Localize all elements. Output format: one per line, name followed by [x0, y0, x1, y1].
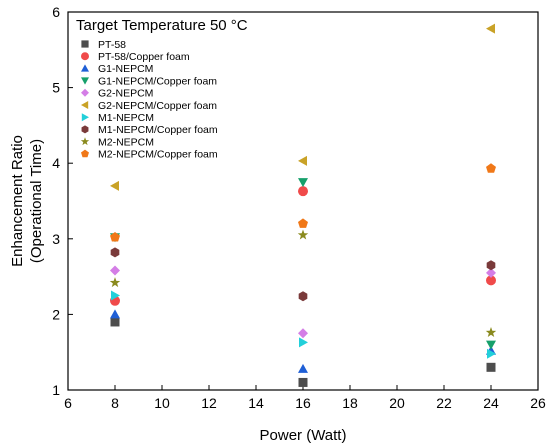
legend-label: G1-NEPCM/Copper foam — [98, 75, 217, 87]
y-tick-label: 2 — [52, 306, 60, 322]
legend-label: M1-NEPCM/Copper foam — [98, 124, 218, 136]
data-point — [485, 327, 497, 337]
legend-label: G1-NEPCM — [98, 63, 153, 75]
x-tick-label: 24 — [483, 395, 499, 411]
data-point — [298, 218, 308, 228]
data-point — [486, 362, 496, 372]
y-tick-label: 5 — [52, 80, 60, 96]
data-point — [110, 232, 120, 242]
data-point — [486, 275, 496, 286]
legend-marker — [81, 125, 89, 134]
data-point — [110, 247, 120, 258]
data-point — [298, 363, 308, 373]
data-point — [110, 265, 120, 276]
data-point — [110, 180, 119, 191]
data-points — [109, 23, 497, 387]
x-tick-label: 18 — [342, 395, 358, 411]
legend-marker — [80, 137, 90, 146]
data-point — [486, 340, 496, 350]
data-point — [298, 377, 308, 387]
data-point — [486, 260, 496, 271]
legend-label: PT-58/Copper foam — [98, 51, 190, 63]
legend-label: PT-58 — [98, 39, 126, 51]
x-tick-label: 14 — [248, 395, 264, 411]
y-tick-label: 6 — [52, 4, 60, 20]
data-point — [297, 229, 309, 240]
x-axis-title: Power (Watt) — [260, 427, 347, 444]
data-point — [298, 178, 308, 188]
legend-label: G2-NEPCM — [98, 88, 153, 100]
legend-marker — [81, 40, 89, 48]
legend-label: M2-NEPCM — [98, 136, 154, 148]
x-tick-label: 22 — [436, 395, 452, 411]
data-point — [298, 155, 307, 166]
x-tick-label: 10 — [154, 395, 170, 411]
data-point — [298, 291, 308, 302]
x-tick-label: 12 — [201, 395, 217, 411]
legend-marker — [81, 77, 89, 85]
legend-marker — [81, 64, 89, 72]
data-point — [110, 309, 120, 319]
legend-marker — [81, 113, 89, 122]
x-tick-label: 6 — [64, 395, 72, 411]
legend-marker — [81, 88, 89, 97]
legend-label: M2-NEPCM/Copper foam — [98, 149, 218, 161]
data-point — [110, 317, 120, 327]
y-tick-label: 1 — [52, 382, 60, 398]
y-axis-title-line-2: (Operational Time) — [28, 139, 45, 263]
data-point — [298, 186, 308, 197]
x-tick-label: 8 — [111, 395, 119, 411]
legend-label: M1-NEPCM — [98, 112, 154, 124]
data-point — [486, 267, 496, 278]
data-point — [486, 163, 496, 173]
legend-marker — [81, 149, 89, 158]
y-tick-label: 4 — [52, 155, 60, 171]
data-point — [487, 348, 496, 359]
chart-title: Target Temperature 50 °C — [76, 17, 248, 34]
legend-marker — [81, 52, 89, 61]
legend-marker — [81, 101, 89, 109]
data-point — [111, 290, 120, 301]
data-point — [299, 337, 308, 348]
data-point — [486, 23, 495, 34]
y-tick-label: 3 — [52, 231, 60, 247]
x-tick-label: 26 — [530, 395, 546, 411]
data-point — [298, 328, 308, 339]
data-point — [109, 277, 121, 288]
x-tick-label: 16 — [295, 395, 311, 411]
y-axis-title-line-1: Enhancement Ratio — [9, 135, 26, 267]
legend-label: G2-NEPCM/Copper foam — [98, 100, 217, 112]
x-tick-label: 20 — [389, 395, 405, 411]
